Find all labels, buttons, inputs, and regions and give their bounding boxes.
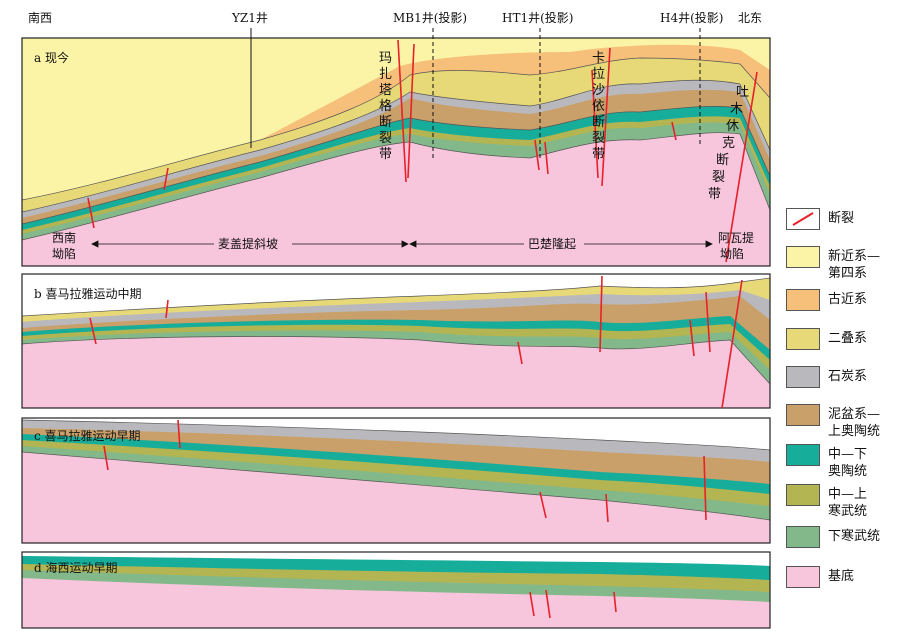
svg-text:格: 格 — [379, 98, 392, 114]
unit-arrows — [91, 240, 713, 248]
faults-panel-c — [103, 419, 707, 523]
unit-awati-1: 阿瓦提 — [718, 230, 754, 245]
svg-text:带: 带 — [708, 187, 721, 202]
legend-item-carboniferous: 石炭系 — [786, 366, 898, 402]
faults-panel-a — [87, 39, 758, 263]
unit-sw-depression-1: 西南 — [52, 230, 76, 245]
svg-text:带: 带 — [592, 147, 605, 162]
unit-sw-depression-2: 坳陷 — [52, 246, 76, 261]
panel-a-label: a 现今 — [34, 50, 69, 65]
unit-awati-2: 坳陷 — [720, 246, 744, 261]
legend-item-paleogene: 古近系 — [786, 289, 898, 325]
panel-c-section — [22, 418, 770, 543]
faults-panel-b — [89, 275, 743, 409]
svg-text:依: 依 — [592, 99, 605, 114]
panel-b-section — [22, 274, 770, 408]
fault-zone-mazhatage: 玛 扎 塔 格 断 裂 带 — [379, 51, 392, 162]
fault-icon — [786, 208, 820, 230]
svg-text:玛: 玛 — [379, 51, 392, 66]
fault-zone-tumuxiuke: 吐 木 休 克 断 裂 带 — [708, 85, 749, 202]
panel-d-label: d 海西运动早期 — [34, 560, 118, 575]
unit-slope: 麦盖提斜坡 — [218, 236, 278, 251]
svg-text:断: 断 — [716, 153, 729, 168]
panel-c-frame — [21, 417, 771, 544]
legend-label-fault: 断裂 — [828, 211, 855, 226]
legend-item-neogene: 新近系— 第四系 — [786, 246, 898, 282]
well-h4: H4井(投影) — [660, 10, 723, 25]
svg-text:断: 断 — [379, 115, 392, 130]
well-mb1: MB1井(投影) — [393, 10, 467, 25]
faults-panel-d — [529, 589, 617, 619]
legend-item-basement: 基底 — [786, 566, 898, 602]
svg-text:木: 木 — [730, 102, 743, 117]
svg-text:扎: 扎 — [379, 67, 392, 82]
panel-b-label: b 喜马拉雅运动中期 — [34, 286, 142, 301]
svg-text:休: 休 — [726, 119, 739, 134]
svg-text:拉: 拉 — [592, 67, 605, 82]
panel-a-frame — [21, 37, 771, 267]
panel-d-frame — [21, 551, 771, 629]
svg-text:断: 断 — [592, 115, 605, 130]
legend-item-devonian: 泥盆系— 上奥陶统 — [786, 404, 898, 440]
well-yz1: YZ1井 — [231, 11, 268, 25]
svg-text:裂: 裂 — [379, 131, 392, 146]
direction-left: 南西 — [28, 10, 52, 25]
svg-text:裂: 裂 — [712, 170, 725, 185]
legend-item-ordovician: 中—下 奥陶统 — [786, 444, 898, 480]
legend-item-permian: 二叠系 — [786, 328, 898, 364]
well-lines — [250, 28, 701, 160]
panel-b-frame — [21, 273, 771, 409]
fault-zone-kalashayi: 卡 拉 沙 依 断 裂 带 — [592, 51, 605, 162]
unit-uplift: 巴楚隆起 — [528, 236, 576, 251]
svg-text:克: 克 — [722, 136, 735, 151]
direction-right: 北东 — [738, 11, 762, 25]
svg-text:吐: 吐 — [736, 85, 749, 100]
panel-d-section — [22, 552, 770, 628]
panel-c-label: c 喜马拉雅运动早期 — [34, 428, 141, 443]
svg-text:带: 带 — [379, 147, 392, 162]
svg-text:卡: 卡 — [592, 51, 605, 66]
svg-text:塔: 塔 — [379, 83, 392, 98]
legend-item-lower-cambrian: 下寒武统 — [786, 526, 898, 562]
svg-text:裂: 裂 — [592, 131, 605, 146]
panel-a-section — [22, 38, 770, 266]
svg-text:沙: 沙 — [592, 83, 605, 98]
legend-item-fault: 断裂 — [786, 208, 898, 244]
well-ht1: HT1井(投影) — [502, 10, 573, 25]
legend-item-mid-upper-cambrian: 中—上 寒武统 — [786, 484, 898, 520]
